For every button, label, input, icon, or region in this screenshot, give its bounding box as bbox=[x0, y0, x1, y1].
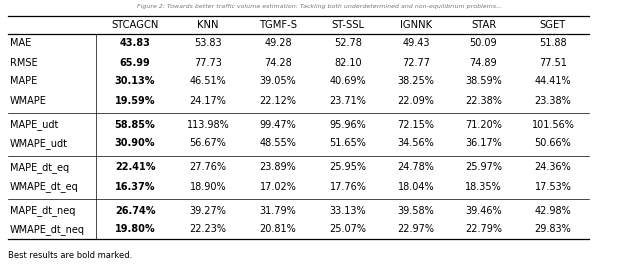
Text: 19.80%: 19.80% bbox=[115, 224, 156, 235]
Text: 42.98%: 42.98% bbox=[534, 205, 572, 215]
Text: 101.56%: 101.56% bbox=[532, 120, 575, 130]
Text: MAPE_udt: MAPE_udt bbox=[10, 119, 58, 130]
Text: 18.04%: 18.04% bbox=[397, 181, 435, 191]
Text: 24.36%: 24.36% bbox=[534, 163, 572, 173]
Text: 56.67%: 56.67% bbox=[189, 139, 227, 148]
Text: MAPE: MAPE bbox=[10, 76, 37, 86]
Text: 17.02%: 17.02% bbox=[260, 181, 296, 191]
Text: MAPE_dt_eq: MAPE_dt_eq bbox=[10, 162, 69, 173]
Text: 25.95%: 25.95% bbox=[330, 163, 367, 173]
Text: 26.74%: 26.74% bbox=[115, 205, 156, 215]
Text: 39.46%: 39.46% bbox=[465, 205, 502, 215]
Text: STAR: STAR bbox=[471, 20, 496, 30]
Text: 31.79%: 31.79% bbox=[260, 205, 296, 215]
Text: 113.98%: 113.98% bbox=[187, 120, 229, 130]
Text: 25.07%: 25.07% bbox=[330, 224, 367, 235]
Text: Figure 2: Towards better traffic volume estimation: Tackling both underdetermine: Figure 2: Towards better traffic volume … bbox=[138, 4, 502, 9]
Text: 65.99: 65.99 bbox=[120, 58, 150, 68]
Text: 95.96%: 95.96% bbox=[330, 120, 366, 130]
Text: 29.83%: 29.83% bbox=[534, 224, 572, 235]
Text: 18.35%: 18.35% bbox=[465, 181, 502, 191]
Text: 22.09%: 22.09% bbox=[397, 96, 435, 106]
Text: 82.10: 82.10 bbox=[334, 58, 362, 68]
Text: 58.85%: 58.85% bbox=[115, 120, 156, 130]
Text: 50.09: 50.09 bbox=[470, 39, 497, 49]
Text: 39.58%: 39.58% bbox=[397, 205, 435, 215]
Text: 46.51%: 46.51% bbox=[189, 76, 227, 86]
Text: 44.41%: 44.41% bbox=[534, 76, 572, 86]
Text: 53.83: 53.83 bbox=[194, 39, 222, 49]
Text: 77.51: 77.51 bbox=[539, 58, 567, 68]
Text: 30.13%: 30.13% bbox=[115, 76, 156, 86]
Text: 72.15%: 72.15% bbox=[397, 120, 435, 130]
Text: WMAPE_dt_neq: WMAPE_dt_neq bbox=[10, 224, 85, 235]
Text: 51.65%: 51.65% bbox=[330, 139, 367, 148]
Text: 22.97%: 22.97% bbox=[397, 224, 435, 235]
Text: 50.66%: 50.66% bbox=[534, 139, 572, 148]
Text: 19.59%: 19.59% bbox=[115, 96, 156, 106]
Text: 48.55%: 48.55% bbox=[260, 139, 296, 148]
Text: 18.90%: 18.90% bbox=[189, 181, 227, 191]
Text: 16.37%: 16.37% bbox=[115, 181, 156, 191]
Text: WMAPE_udt: WMAPE_udt bbox=[10, 138, 68, 149]
Text: 33.13%: 33.13% bbox=[330, 205, 366, 215]
Text: 49.43: 49.43 bbox=[403, 39, 429, 49]
Text: 22.38%: 22.38% bbox=[465, 96, 502, 106]
Text: MAPE_dt_neq: MAPE_dt_neq bbox=[10, 205, 76, 216]
Text: 22.12%: 22.12% bbox=[259, 96, 296, 106]
Text: 38.25%: 38.25% bbox=[397, 76, 435, 86]
Text: 17.53%: 17.53% bbox=[534, 181, 572, 191]
Text: Best results are bold marked.: Best results are bold marked. bbox=[8, 251, 132, 260]
Text: 74.28: 74.28 bbox=[264, 58, 292, 68]
Text: 22.41%: 22.41% bbox=[115, 163, 156, 173]
Text: 72.77: 72.77 bbox=[402, 58, 430, 68]
Text: ST-SSL: ST-SSL bbox=[332, 20, 365, 30]
Text: 49.28: 49.28 bbox=[264, 39, 292, 49]
Text: 51.88: 51.88 bbox=[539, 39, 567, 49]
Text: 34.56%: 34.56% bbox=[397, 139, 435, 148]
Text: SGET: SGET bbox=[540, 20, 566, 30]
Text: 39.05%: 39.05% bbox=[260, 76, 296, 86]
Text: 52.78: 52.78 bbox=[334, 39, 362, 49]
Text: WMAPE: WMAPE bbox=[10, 96, 47, 106]
Text: 22.79%: 22.79% bbox=[465, 224, 502, 235]
Text: 23.38%: 23.38% bbox=[534, 96, 572, 106]
Text: 71.20%: 71.20% bbox=[465, 120, 502, 130]
Text: 77.73: 77.73 bbox=[194, 58, 222, 68]
Text: IGNNK: IGNNK bbox=[400, 20, 432, 30]
Text: 74.89: 74.89 bbox=[470, 58, 497, 68]
Text: 99.47%: 99.47% bbox=[260, 120, 296, 130]
Text: 25.97%: 25.97% bbox=[465, 163, 502, 173]
Text: 36.17%: 36.17% bbox=[465, 139, 502, 148]
Text: 38.59%: 38.59% bbox=[465, 76, 502, 86]
Text: 17.76%: 17.76% bbox=[330, 181, 367, 191]
Text: RMSE: RMSE bbox=[10, 58, 38, 68]
Text: 43.83: 43.83 bbox=[120, 39, 150, 49]
Text: KNN: KNN bbox=[197, 20, 219, 30]
Text: 23.89%: 23.89% bbox=[260, 163, 296, 173]
Text: 30.90%: 30.90% bbox=[115, 139, 156, 148]
Text: TGMF-S: TGMF-S bbox=[259, 20, 297, 30]
Text: 24.78%: 24.78% bbox=[397, 163, 435, 173]
Text: MAE: MAE bbox=[10, 39, 31, 49]
Text: 40.69%: 40.69% bbox=[330, 76, 366, 86]
Text: 39.27%: 39.27% bbox=[189, 205, 227, 215]
Text: 27.76%: 27.76% bbox=[189, 163, 227, 173]
Text: WMAPE_dt_eq: WMAPE_dt_eq bbox=[10, 181, 79, 192]
Text: 24.17%: 24.17% bbox=[189, 96, 227, 106]
Text: STCAGCN: STCAGCN bbox=[111, 20, 159, 30]
Text: 22.23%: 22.23% bbox=[189, 224, 227, 235]
Text: 20.81%: 20.81% bbox=[260, 224, 296, 235]
Text: 23.71%: 23.71% bbox=[330, 96, 367, 106]
